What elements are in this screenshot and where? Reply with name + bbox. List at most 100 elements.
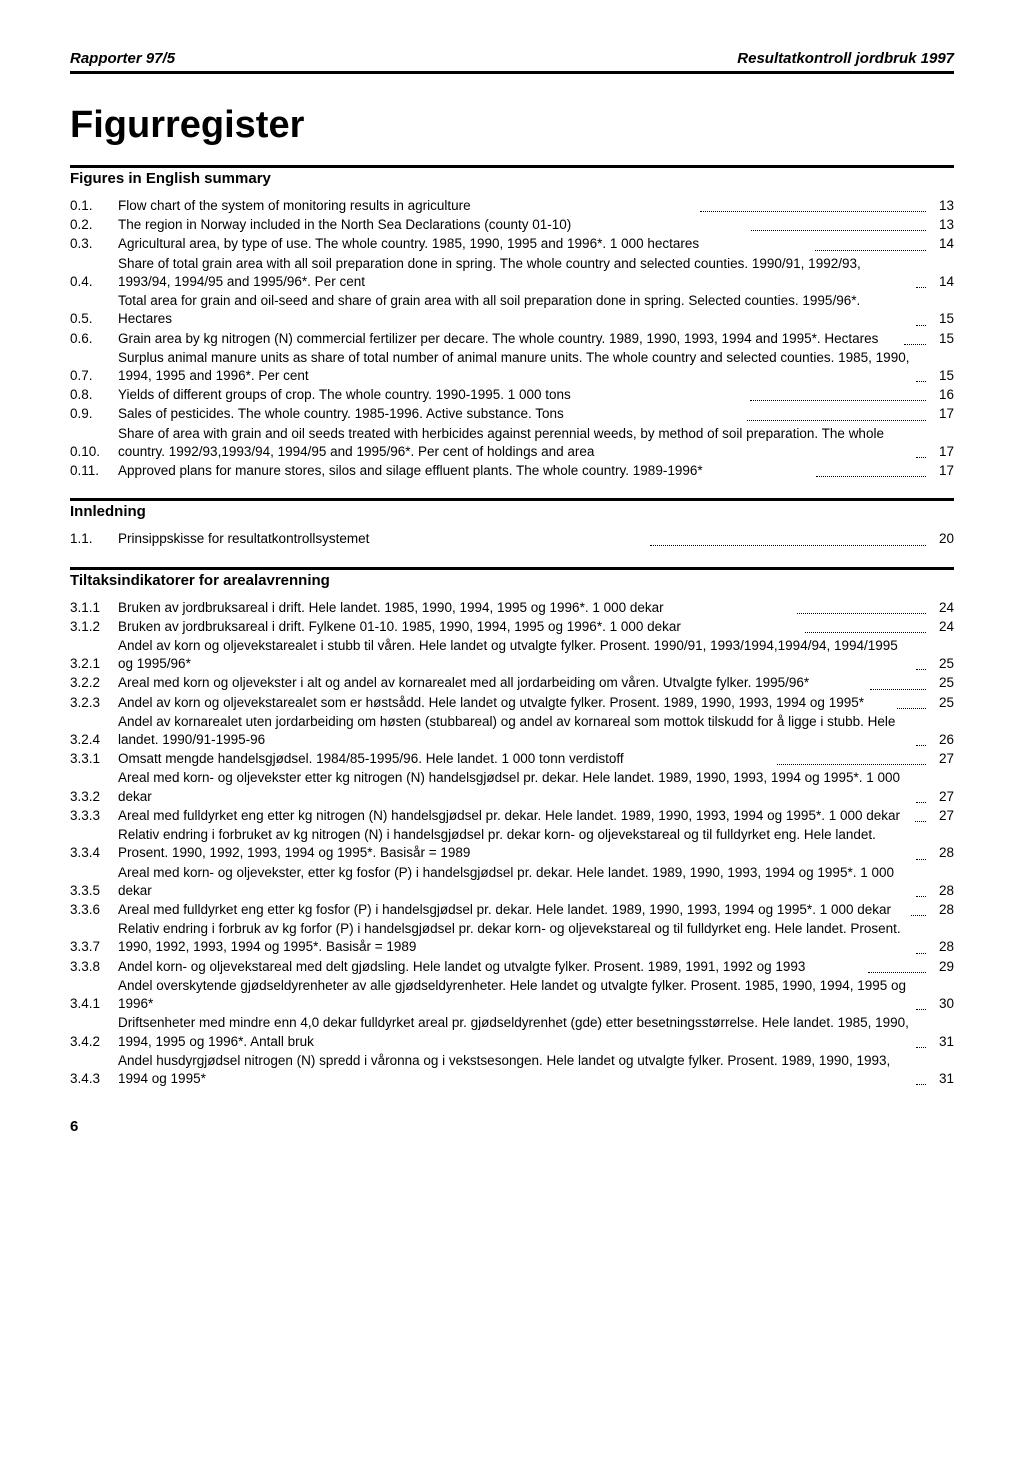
entry-page: 16 — [930, 386, 954, 404]
toc-entry: 0.6.Grain area by kg nitrogen (N) commer… — [70, 330, 954, 348]
entry-text: Total area for grain and oil-seed and sh… — [118, 293, 860, 326]
header-right: Resultatkontroll jordbruk 1997 — [737, 50, 954, 67]
toc-entry: 3.3.2Areal med korn- og oljevekster ette… — [70, 769, 954, 805]
toc-entry: 3.4.1Andel overskytende gjødseldyrenhete… — [70, 977, 954, 1013]
toc-entry: 0.9.Sales of pesticides. The whole count… — [70, 405, 954, 423]
leader-dots — [916, 325, 926, 326]
entry-number: 3.3.7 — [70, 938, 118, 956]
section-title: Figures in English summary — [70, 170, 954, 187]
toc-entry: 0.11.Approved plans for manure stores, s… — [70, 462, 954, 480]
entry-number: 0.8. — [70, 386, 118, 404]
entry-number: 0.3. — [70, 235, 118, 253]
entry-text-wrap: Relativ endring i forbruket av kg nitrog… — [118, 826, 912, 862]
entry-number: 0.6. — [70, 330, 118, 348]
entries-list: 0.1.Flow chart of the system of monitori… — [70, 197, 954, 480]
entry-text: Approved plans for manure stores, silos … — [118, 463, 703, 478]
entry-number: 0.10. — [70, 443, 118, 461]
toc-entry: 3.2.1Andel av korn og oljevekstarealet i… — [70, 637, 954, 673]
entry-text-wrap: Prinsippskisse for resultatkontrollsyste… — [118, 530, 646, 548]
toc-entry: 3.3.6Areal med fulldyrket eng etter kg f… — [70, 901, 954, 919]
entry-page: 28 — [930, 844, 954, 862]
leader-dots — [751, 230, 926, 231]
entry-text-wrap: The region in Norway included in the Nor… — [118, 216, 747, 234]
entry-text: Sales of pesticides. The whole country. … — [118, 406, 564, 421]
toc-entry: 3.2.4Andel av kornarealet uten jordarbei… — [70, 713, 954, 749]
entry-number: 3.2.2 — [70, 674, 118, 692]
section-rule — [70, 165, 954, 168]
entry-text: Surplus animal manure units as share of … — [118, 350, 909, 383]
entry-number: 0.5. — [70, 310, 118, 328]
section-title: Innledning — [70, 503, 954, 520]
leader-dots — [904, 344, 926, 345]
entry-number: 3.4.1 — [70, 995, 118, 1013]
toc-entry: 0.2.The region in Norway included in the… — [70, 216, 954, 234]
entry-text: Relativ endring i forbruket av kg nitrog… — [118, 827, 876, 860]
entry-text: Areal med korn- og oljevekster etter kg … — [118, 770, 900, 803]
entry-text: Andel av korn og oljevekstarealet i stub… — [118, 638, 898, 671]
entry-page: 27 — [930, 788, 954, 806]
entry-page: 28 — [930, 882, 954, 900]
entry-text: Andel korn- og oljevekstareal med delt g… — [118, 959, 805, 974]
entry-page: 15 — [930, 330, 954, 348]
section-rule — [70, 567, 954, 570]
entry-number: 0.2. — [70, 216, 118, 234]
entry-text-wrap: Driftsenheter med mindre enn 4,0 dekar f… — [118, 1014, 912, 1050]
toc-entry: 0.4.Share of total grain area with all s… — [70, 255, 954, 291]
entry-page: 27 — [930, 807, 954, 825]
entry-page: 14 — [930, 235, 954, 253]
entry-text: Andel husdyrgjødsel nitrogen (N) spredd … — [118, 1053, 890, 1086]
entry-number: 3.2.3 — [70, 694, 118, 712]
entry-text: Andel av kornarealet uten jordarbeiding … — [118, 714, 895, 747]
leader-dots — [815, 250, 926, 251]
leader-dots — [750, 400, 926, 401]
leader-dots — [916, 745, 926, 746]
entry-text: Areal med fulldyrket eng etter kg fosfor… — [118, 902, 891, 917]
toc-entry: 3.1.2Bruken av jordbruksareal i drift. F… — [70, 618, 954, 636]
entry-page: 20 — [930, 530, 954, 548]
entry-page: 29 — [930, 958, 954, 976]
toc-entry: 3.3.3Areal med fulldyrket eng etter kg n… — [70, 807, 954, 825]
entry-number: 3.1.2 — [70, 618, 118, 636]
entry-page: 31 — [930, 1070, 954, 1088]
entry-text-wrap: Approved plans for manure stores, silos … — [118, 462, 812, 480]
entry-text-wrap: Share of area with grain and oil seeds t… — [118, 425, 912, 461]
entry-text-wrap: Surplus animal manure units as share of … — [118, 349, 912, 385]
entry-text: Bruken av jordbruksareal i drift. Hele l… — [118, 600, 664, 615]
leader-dots — [916, 896, 926, 897]
entries-list: 3.1.1Bruken av jordbruksareal i drift. H… — [70, 599, 954, 1089]
entry-number: 0.4. — [70, 273, 118, 291]
entry-page: 31 — [930, 1033, 954, 1051]
leader-dots — [916, 953, 926, 954]
entry-number: 3.1.1 — [70, 599, 118, 617]
entry-number: 0.9. — [70, 405, 118, 423]
toc-entry: 0.7.Surplus animal manure units as share… — [70, 349, 954, 385]
entry-text-wrap: Relativ endring i forbruk av kg forfor (… — [118, 920, 912, 956]
entry-text: The region in Norway included in the Nor… — [118, 217, 571, 232]
leader-dots — [916, 1009, 926, 1010]
entry-number: 3.4.3 — [70, 1070, 118, 1088]
leader-dots — [816, 476, 926, 477]
entry-text: Andel overskytende gjødseldyrenheter av … — [118, 978, 906, 1011]
entry-text-wrap: Grain area by kg nitrogen (N) commercial… — [118, 330, 900, 348]
entry-text-wrap: Andel overskytende gjødseldyrenheter av … — [118, 977, 912, 1013]
leader-dots — [916, 1047, 926, 1048]
toc-entry: 0.8.Yields of different groups of crop. … — [70, 386, 954, 404]
entry-number: 1.1. — [70, 530, 118, 548]
leader-dots — [777, 764, 926, 765]
entry-text-wrap: Sales of pesticides. The whole country. … — [118, 405, 743, 423]
toc-entry: 3.4.3Andel husdyrgjødsel nitrogen (N) sp… — [70, 1052, 954, 1088]
entry-text-wrap: Andel husdyrgjødsel nitrogen (N) spredd … — [118, 1052, 912, 1088]
entry-number: 3.3.1 — [70, 750, 118, 768]
leader-dots — [915, 821, 926, 822]
toc-entry: 0.10.Share of area with grain and oil se… — [70, 425, 954, 461]
entry-page: 25 — [930, 694, 954, 712]
entry-page: 27 — [930, 750, 954, 768]
entry-number: 0.1. — [70, 197, 118, 215]
entry-page: 13 — [930, 197, 954, 215]
entry-text: Areal med fulldyrket eng etter kg nitrog… — [118, 808, 900, 823]
leader-dots — [805, 632, 926, 633]
entry-text: Prinsippskisse for resultatkontrollsyste… — [118, 531, 369, 546]
entry-number: 3.3.5 — [70, 882, 118, 900]
entry-text-wrap: Agricultural area, by type of use. The w… — [118, 235, 811, 253]
entry-text-wrap: Andel av korn og oljevekstarealet i stub… — [118, 637, 912, 673]
